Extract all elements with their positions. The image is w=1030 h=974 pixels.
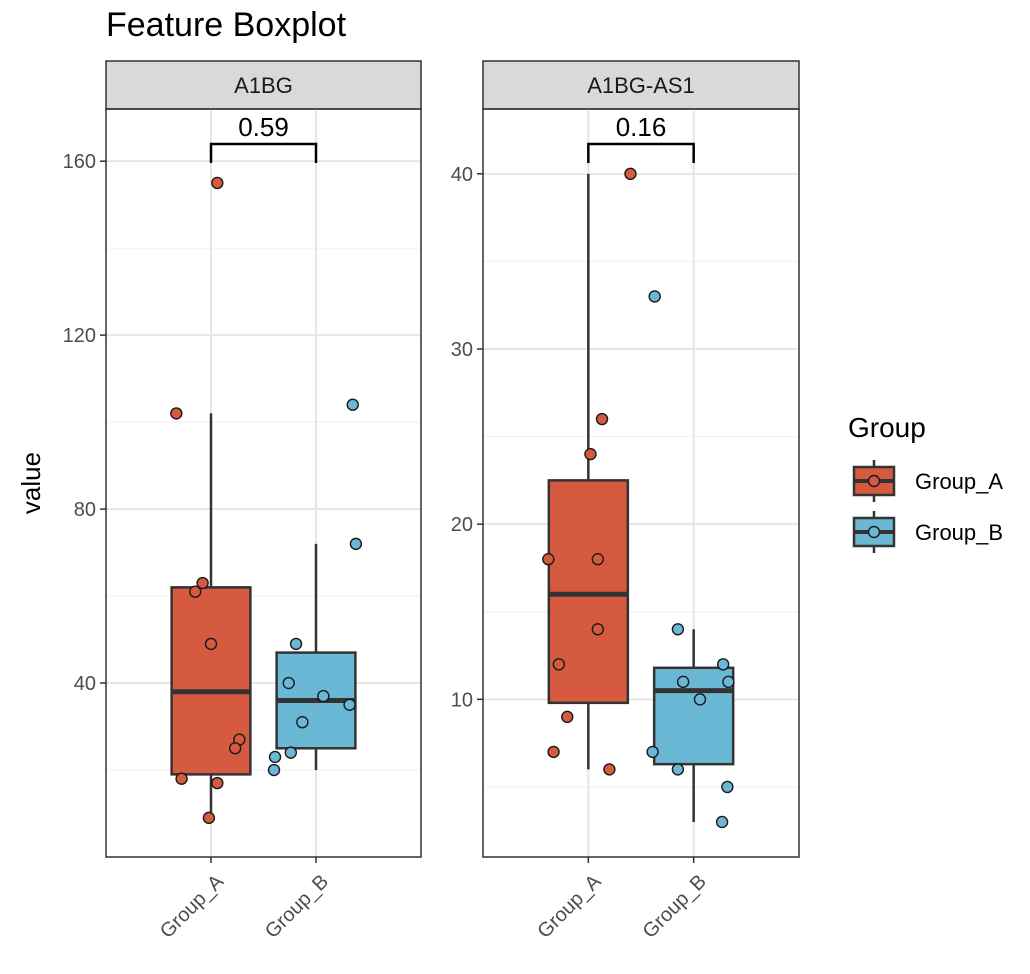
data-point <box>542 553 555 566</box>
y-tick-label: 160 <box>63 151 96 173</box>
data-point <box>591 553 605 566</box>
data-point <box>591 623 605 636</box>
box-group-b <box>275 543 357 771</box>
legend-item-group-b: Group_B <box>852 511 1003 553</box>
data-point <box>175 772 188 785</box>
comparison-bracket <box>587 142 695 163</box>
y-axis-label: value <box>16 452 46 514</box>
legend-title: Group <box>848 412 926 443</box>
facet-panel: A1BG-AS1 0.16 10 20 30 40 Group_A Group_B <box>451 60 800 943</box>
data-point <box>547 745 560 759</box>
legend: Group Group_A Group_B <box>848 412 1003 553</box>
y-tick-label: 20 <box>451 514 473 536</box>
data-point <box>211 176 224 190</box>
box-body <box>652 666 735 766</box>
data-point <box>211 776 224 790</box>
box-group-a <box>170 413 252 818</box>
y-tick-label: 30 <box>451 339 473 361</box>
data-point <box>349 537 363 551</box>
x-tick-label: Group_B <box>639 871 711 943</box>
data-point <box>268 750 282 764</box>
data-point <box>716 658 730 671</box>
data-point <box>170 407 183 420</box>
box-group-a <box>547 173 630 770</box>
facet-strip-label: A1BG <box>234 73 293 98</box>
legend-label: Group_A <box>915 469 1003 494</box>
data-point <box>693 693 707 706</box>
data-point <box>671 623 685 636</box>
legend-item-group-a: Group_A <box>852 460 1003 502</box>
p-value-label: 0.59 <box>238 112 289 142</box>
data-point <box>196 576 209 590</box>
data-point <box>204 637 218 651</box>
data-point <box>584 447 597 461</box>
data-point <box>189 585 202 598</box>
data-point <box>595 412 609 426</box>
chart-title: Feature Boxplot <box>106 6 347 44</box>
data-point <box>296 715 309 729</box>
y-tick-label: 40 <box>74 673 96 695</box>
y-tick-label: 10 <box>451 689 473 711</box>
data-point <box>721 780 734 794</box>
data-point <box>648 290 661 303</box>
panel-border <box>105 108 422 858</box>
data-point <box>282 676 295 690</box>
legend-key-point <box>867 474 881 488</box>
facet-strip-label: A1BG-AS1 <box>587 73 695 98</box>
y-tick-label: 120 <box>63 325 96 347</box>
panel-border <box>482 108 800 858</box>
data-point <box>346 398 359 411</box>
data-point <box>722 675 735 689</box>
data-point <box>603 763 616 776</box>
facet-strip <box>105 60 422 110</box>
y-tick-label: 80 <box>74 499 96 521</box>
data-point <box>228 742 242 755</box>
data-point <box>343 698 356 711</box>
data-point <box>676 675 690 689</box>
data-point <box>267 763 281 777</box>
facet-panel: A1BG 0.59 40 80 120 160 Group_A Group_B <box>63 60 422 943</box>
legend-key-point <box>867 525 881 539</box>
legend-label: Group_B <box>915 520 1003 545</box>
data-point <box>715 815 729 829</box>
data-point <box>202 811 216 825</box>
box-group-b <box>652 629 735 822</box>
x-tick-label: Group_B <box>261 871 333 943</box>
comparison-bracket <box>209 142 318 163</box>
data-point <box>671 763 685 776</box>
y-tick-label: 40 <box>451 164 473 186</box>
x-tick-label: Group_A <box>533 870 606 943</box>
data-point <box>646 745 659 759</box>
p-value-label: 0.16 <box>616 112 667 142</box>
data-point <box>561 710 574 724</box>
data-point <box>624 167 637 181</box>
x-tick-label: Group_A <box>156 870 229 943</box>
data-point <box>552 658 566 671</box>
data-point <box>317 689 330 703</box>
data-point <box>289 637 303 651</box>
data-point <box>284 746 297 759</box>
